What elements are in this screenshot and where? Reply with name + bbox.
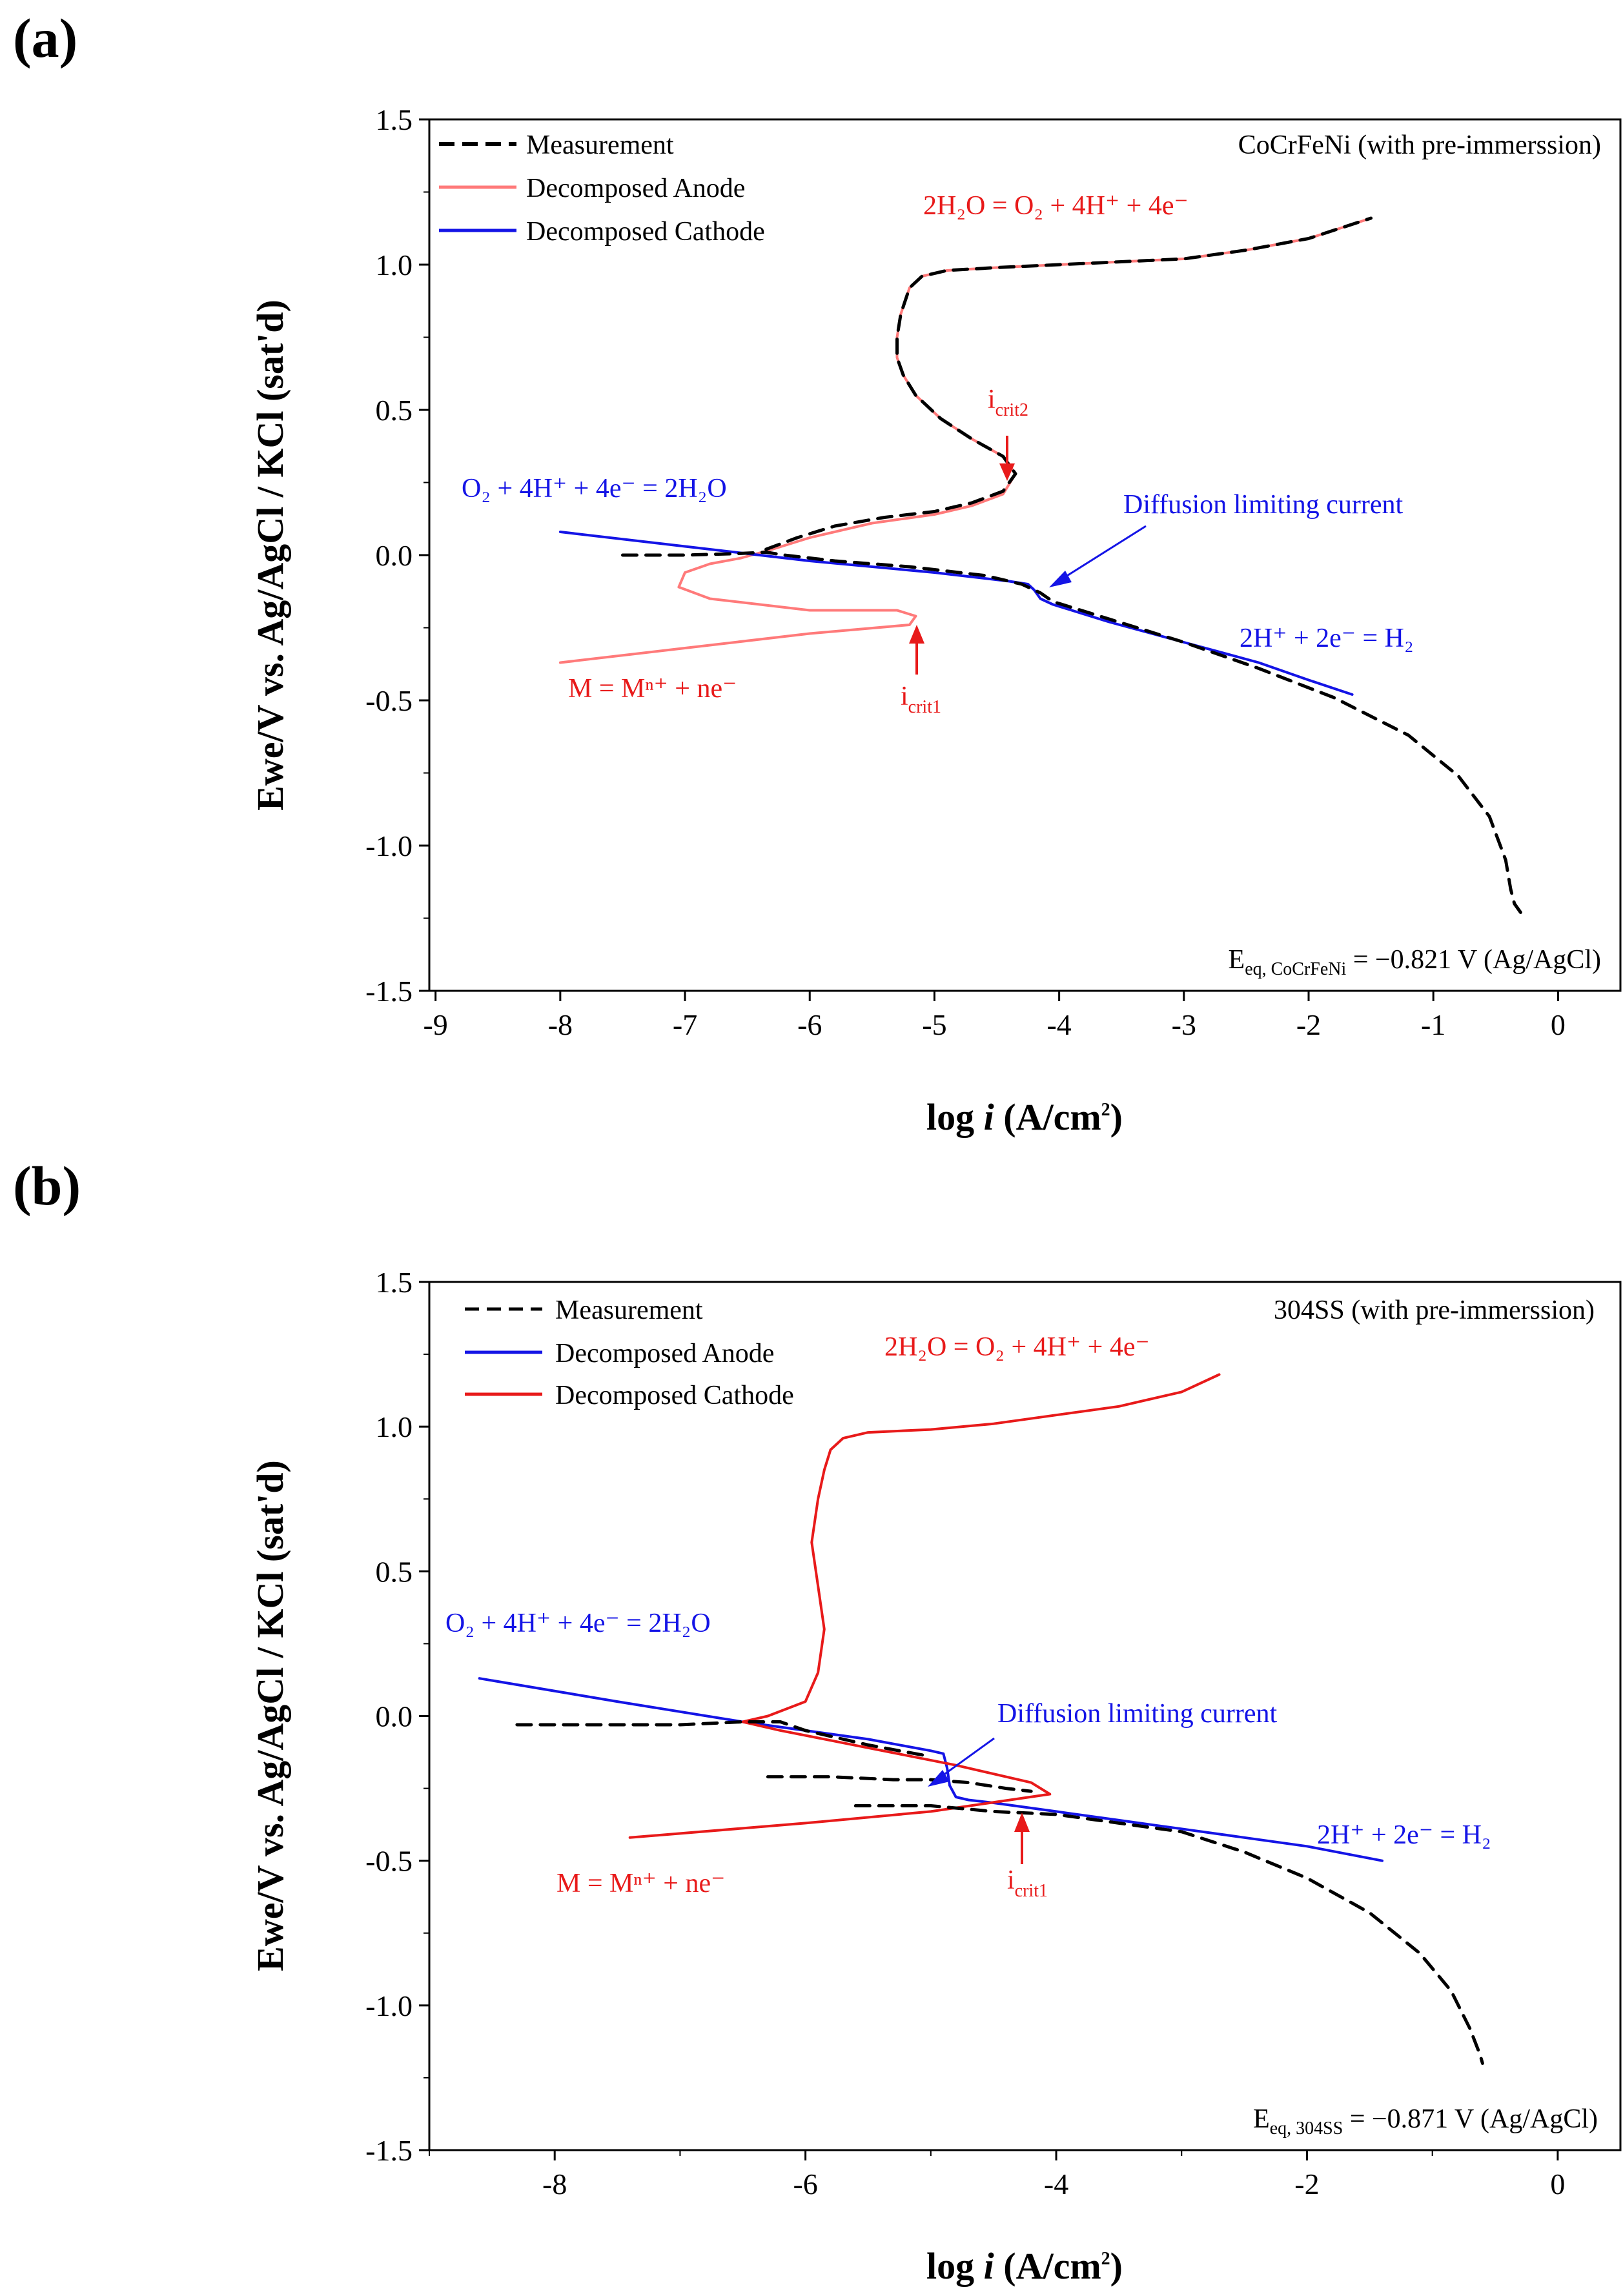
chart-b: (b) -8 -6 -4 -2 0 1.5 1.0 0.5 0.0 -0.5 -1.0 -1.5 M…	[13, 1155, 1622, 2287]
y-tick-label: 0.5	[376, 394, 413, 427]
y-tick-label: 0.0	[376, 539, 413, 572]
y-tick-label: -1.5	[365, 2134, 413, 2167]
y-tick-labels: 1.5 1.0 0.5 0.0 -0.5 -1.0 -1.5	[365, 103, 413, 1008]
x-tick-label: -8	[542, 2168, 567, 2200]
annotation-icrit1: icrit1	[1007, 1865, 1048, 1901]
annotation-metal-dissolution: M = Mⁿ⁺ + ne⁻	[568, 674, 737, 704]
annotation-diffusion: Diffusion limiting current	[1123, 490, 1403, 520]
annotation-hydrogen: 2H⁺ + 2e⁻ = H₂	[1317, 1820, 1491, 1850]
x-tick-label: -5	[922, 1008, 946, 1041]
series-decomposed-cathode	[628, 1373, 1221, 1839]
x-tick-label: -4	[1044, 2168, 1068, 2200]
x-tick-label: 0	[1551, 1008, 1566, 1041]
y-tick-label: -0.5	[365, 1845, 413, 1878]
annotation-oxygen-evolution: 2H₂O = O₂ + 4H⁺ + 4e⁻	[884, 1332, 1150, 1362]
tick-marks	[419, 118, 1559, 1001]
series-decomposed-anode	[478, 1677, 1383, 1862]
panel-b: (b) -8 -6 -4 -2 0 1.5 1.0 0.5 0.0 -0.5 -1.0 -1.5 M…	[0, 1148, 1623, 2295]
legend-label-measurement: Measurement	[555, 1295, 703, 1325]
annotation-diffusion: Diffusion limiting current	[997, 1699, 1277, 1729]
equilibrium-potential: Eeq, 304SS = −0.871 V (Ag/AgCl)	[1253, 2104, 1598, 2139]
panel-label: (a)	[13, 7, 77, 69]
x-tick-labels: -9 -8 -7 -6 -5 -4 -3 -2 -1 0	[423, 1008, 1565, 1041]
sample-label: CoCrFeNi (with pre-immerssion)	[1238, 130, 1601, 160]
diffusion-arrowhead	[1049, 571, 1072, 587]
annotation-hydrogen: 2H⁺ + 2e⁻ = H₂	[1240, 624, 1414, 653]
series-measurement	[515, 1720, 933, 1758]
icrit1-arrowhead	[1014, 1813, 1030, 1832]
icrit2-arrowhead	[999, 463, 1015, 481]
y-tick-label: 0.5	[376, 1555, 413, 1588]
annotation-oxygen-reduction: O₂ + 4H⁺ + 4e⁻ = 2H₂O	[462, 474, 727, 503]
x-tick-label: -8	[548, 1008, 573, 1041]
annotation-icrit1: icrit1	[901, 682, 941, 717]
series-layer	[478, 1373, 1484, 2065]
annotation-metal-dissolution: M = Mⁿ⁺ + ne⁻	[556, 1869, 725, 1898]
y-tick-label: 1.0	[376, 1410, 413, 1443]
series-decomposed-anode	[558, 217, 1373, 664]
x-tick-label: 0	[1550, 2168, 1565, 2200]
y-axis-title: Ewe/V vs. Ag/AgCl / KCl (sat'd)	[249, 300, 291, 811]
x-tick-label: -4	[1046, 1008, 1071, 1041]
annotation-icrit2: icrit2	[988, 385, 1028, 420]
plot-frame	[428, 118, 1622, 992]
panel-label: (b)	[13, 1155, 81, 1217]
annotation-oxygen-evolution: 2H₂O = O₂ + 4H⁺ + 4e⁻	[923, 191, 1189, 221]
icrit1-arrowhead	[909, 625, 924, 644]
series-measurement	[621, 551, 1522, 914]
x-tick-label: -1	[1421, 1008, 1445, 1041]
series-decomposed-cathode	[558, 531, 1354, 696]
y-tick-label: 1.5	[376, 103, 413, 136]
legend-label-measurement: Measurement	[526, 130, 674, 160]
series-layer	[558, 216, 1522, 914]
diffusion-arrow	[1058, 525, 1147, 582]
y-tick-label: -0.5	[365, 684, 413, 717]
x-axis-title: log i (A/cm2)	[926, 1096, 1123, 1138]
x-tick-label: -3	[1172, 1008, 1196, 1041]
panel-a: (a) -9 -8 -7 -6 -5 -4 -3 -2 -1 0 1.5 1.0 0.5 0.0 -0.5…	[13, 7, 1622, 1138]
legend-label-anode: Decomposed Anode	[526, 174, 745, 203]
sample-label: 304SS (with pre-immerssion)	[1274, 1295, 1595, 1325]
x-axis-title: log i (A/cm2)	[926, 2245, 1123, 2287]
series-measurement-segment-2	[766, 1775, 1033, 1793]
chart-a: (a) -9 -8 -7 -6 -5 -4 -3 -2 -1 0 1.5 1.0 0.5 0.0 -0.5…	[13, 7, 1622, 1138]
y-tick-label: -1.0	[365, 829, 413, 862]
y-tick-label: 1.5	[376, 1266, 413, 1299]
y-tick-label: 1.0	[376, 249, 413, 281]
equilibrium-potential: Eeq, CoCrFeNi = −0.821 V (Ag/AgCl)	[1229, 945, 1601, 979]
y-tick-labels: 1.5 1.0 0.5 0.0 -0.5 -1.0 -1.5	[365, 1266, 413, 2167]
x-tick-labels: -8 -6 -4 -2 0	[542, 2168, 1565, 2200]
x-tick-label: -9	[423, 1008, 447, 1041]
diffusion-arrow	[935, 1737, 995, 1782]
x-tick-label: -2	[1296, 1008, 1321, 1041]
annotation-oxygen-reduction: O₂ + 4H⁺ + 4e⁻ = 2H₂O	[445, 1609, 711, 1638]
x-tick-label: -6	[793, 2168, 817, 2200]
series-measurement-anodic	[764, 216, 1373, 551]
legend-label-anode: Decomposed Anode	[555, 1339, 774, 1368]
y-axis-title: Ewe/V vs. Ag/AgCl / KCl (sat'd)	[249, 1460, 291, 1971]
tick-marks	[419, 1281, 1559, 2160]
y-tick-label: -1.0	[365, 1989, 413, 2022]
x-tick-label: -6	[797, 1008, 822, 1041]
x-tick-label: -7	[673, 1008, 697, 1041]
y-tick-label: 0.0	[376, 1700, 413, 1733]
legend-label-cathode: Decomposed Cathode	[526, 217, 765, 247]
series-measurement-segment-3	[853, 1804, 1484, 2065]
x-tick-label: -2	[1294, 2168, 1319, 2200]
diffusion-arrowhead	[928, 1770, 950, 1787]
y-tick-label: -1.5	[365, 975, 413, 1008]
legend-label-cathode: Decomposed Cathode	[555, 1381, 794, 1410]
